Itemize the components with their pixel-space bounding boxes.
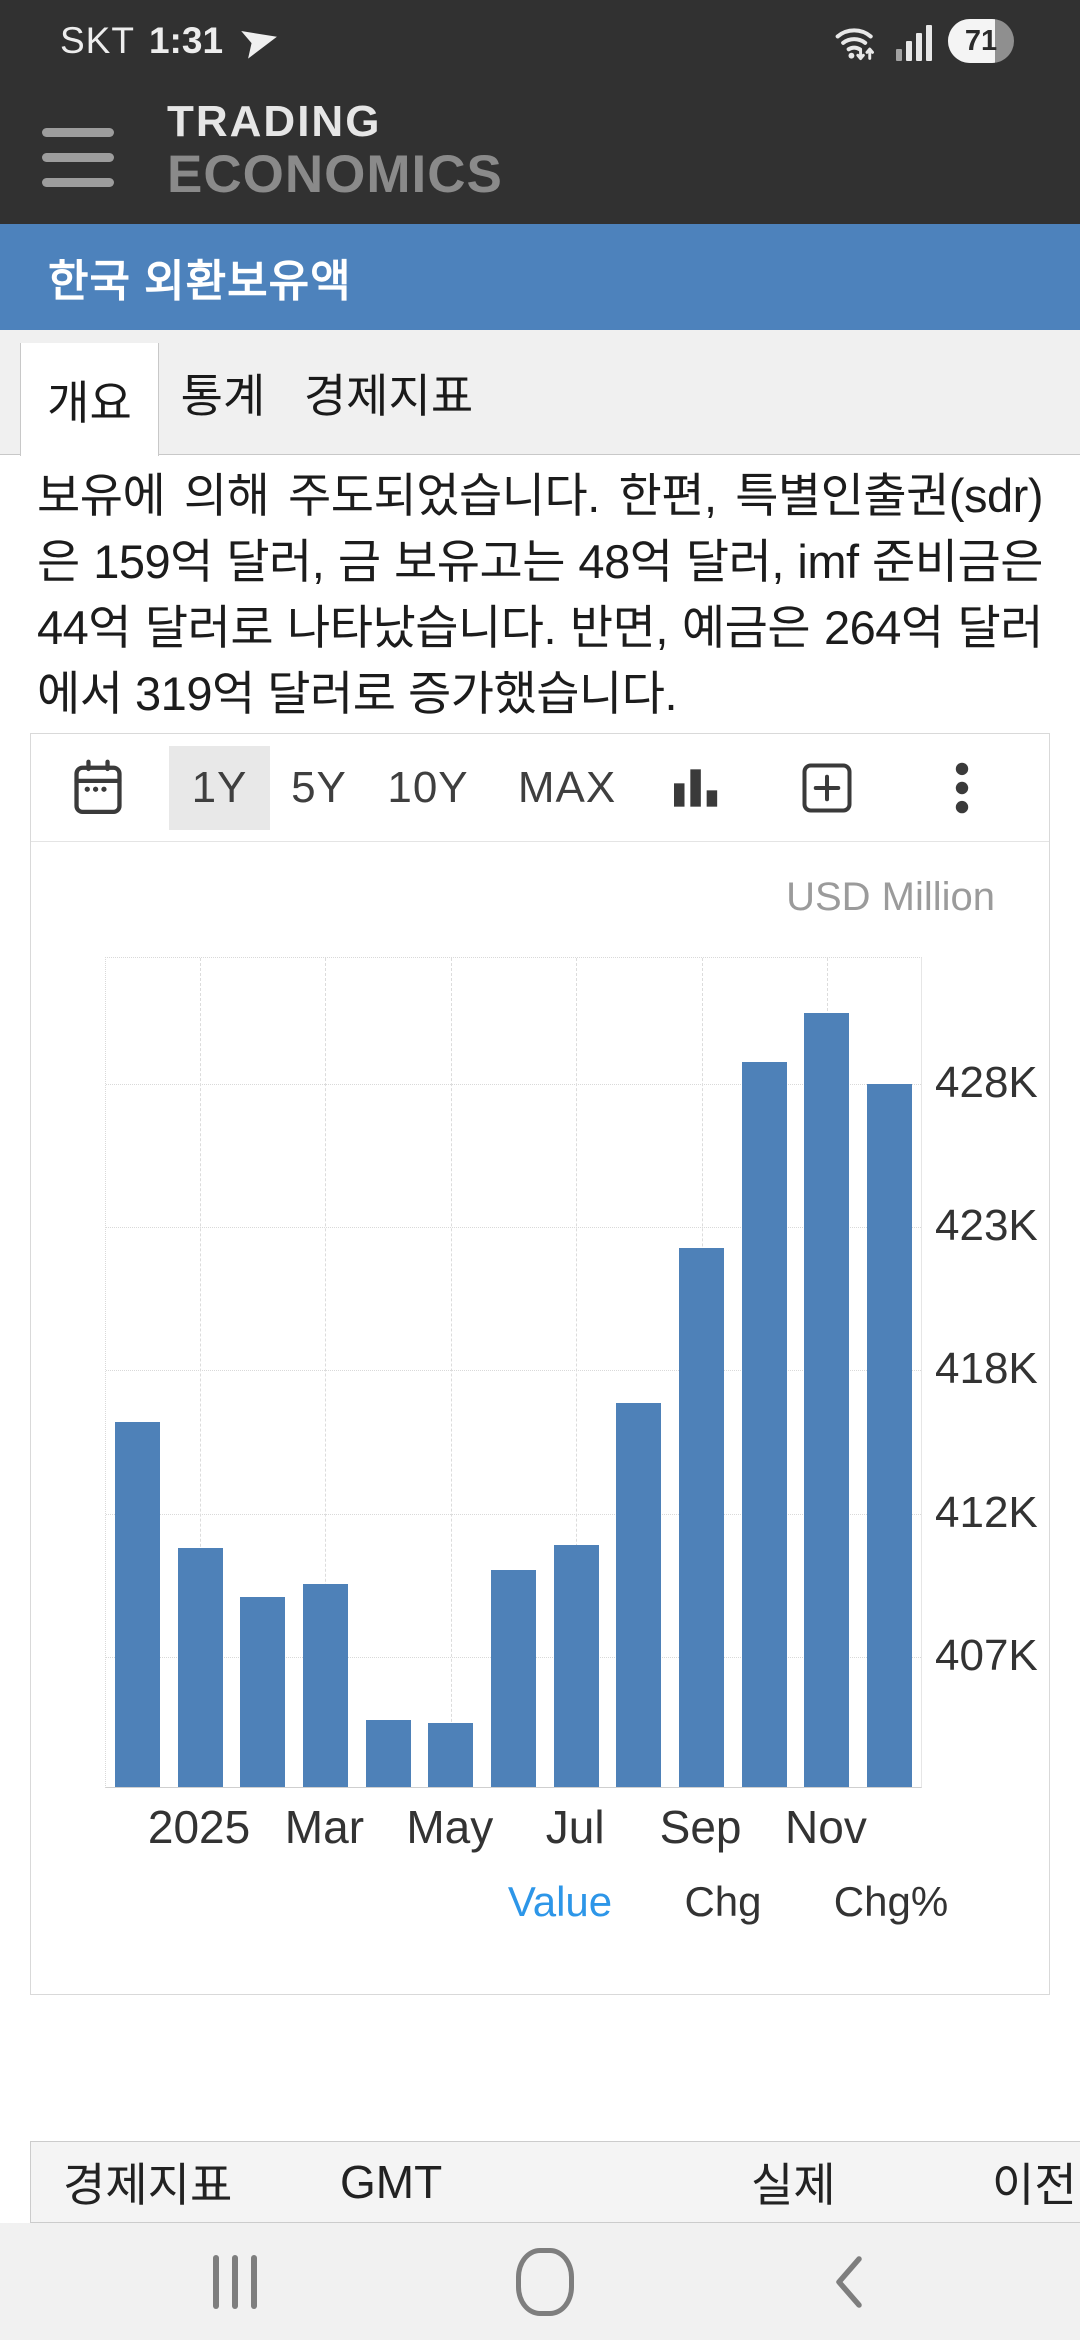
chart-bar-jun-2025[interactable] xyxy=(491,1569,536,1787)
chart-type-icon[interactable] xyxy=(667,734,723,841)
android-nav-bar xyxy=(0,2223,1080,2340)
logo-line1: TRADING xyxy=(167,97,382,146)
battery-indicator: 71 xyxy=(948,19,1014,63)
x-tick-label: May xyxy=(406,1801,494,1853)
range-button-max[interactable]: MAX xyxy=(517,763,617,812)
status-bar: SKT 1:31 71 xyxy=(0,0,1080,82)
home-icon xyxy=(516,2247,574,2316)
y-tick-label: 423K xyxy=(935,1201,1038,1251)
calendar-column-header: GMT xyxy=(340,2156,443,2208)
tab-stats[interactable]: 통계 xyxy=(180,369,266,422)
carrier-label: SKT xyxy=(60,20,135,61)
chart-bar-dec-2024[interactable] xyxy=(114,1422,160,1787)
chart-series-link-chgpct[interactable]: Chg% xyxy=(833,1878,949,1925)
y-gridline xyxy=(106,1227,921,1229)
signal-strength-icon xyxy=(896,21,932,61)
telegram-notification-icon xyxy=(241,31,277,59)
status-clock: 1:31 xyxy=(148,20,224,61)
range-button-1y[interactable]: 1Y xyxy=(169,746,270,830)
back-button[interactable] xyxy=(828,2223,868,2340)
x-gridline xyxy=(450,958,452,1787)
range-button-10y[interactable]: 10Y xyxy=(387,763,469,812)
chart-bar-sep-2025[interactable] xyxy=(679,1247,725,1787)
dark-header-background xyxy=(0,0,1080,224)
x-tick-label: Nov xyxy=(785,1801,867,1853)
economic-calendar-header: 경제지표 GMT 실제 이전 xyxy=(30,2141,1080,2223)
chart-bar-mar-2025[interactable] xyxy=(302,1583,348,1787)
app-header: TRADING ECONOMICS xyxy=(0,82,1080,224)
chart-series-link-value[interactable]: Value xyxy=(507,1878,613,1925)
page-title: 한국 외환보유액 xyxy=(48,257,352,306)
y-gridline xyxy=(106,1083,921,1085)
y-tick-label: 418K xyxy=(935,1344,1038,1394)
chart-bar-oct-2025[interactable] xyxy=(741,1061,787,1787)
x-tick-label: 2025 xyxy=(147,1801,251,1853)
tab-calendar[interactable]: 경제지표 xyxy=(303,369,474,422)
chart-area: USD Million 428K 423K 418K 412K 407K 2025 Mar M… xyxy=(31,842,1049,1993)
chart-bar-apr-2025[interactable] xyxy=(365,1720,411,1787)
trading-economics-logo[interactable]: TRADING ECONOMICS xyxy=(167,97,503,204)
chart-bar-nov-2025[interactable] xyxy=(804,1012,850,1787)
calendar-column-header: 이전 xyxy=(992,2159,1077,2211)
chart-series-link-chg[interactable]: Chg xyxy=(684,1878,762,1925)
chart-bar-may-2025[interactable] xyxy=(428,1722,474,1787)
chart-bar-dec-2025[interactable] xyxy=(867,1083,913,1787)
calendar-column-header: 경제지표 xyxy=(63,2159,233,2211)
more-options-icon[interactable] xyxy=(937,734,987,841)
x-gridline xyxy=(576,958,578,1787)
y-tick-label: 407K xyxy=(935,1631,1038,1681)
chart-unit-label: USD Million xyxy=(786,875,995,919)
article-text: 보유에 의해 주도되었습니다. 한편, 특별인출권(sdr)은 159억 달러,… xyxy=(37,469,1044,720)
recent-apps-button[interactable] xyxy=(213,2223,257,2340)
battery-percent: 71 xyxy=(964,24,998,57)
home-button[interactable] xyxy=(516,2223,574,2340)
logo-line2: ECONOMICS xyxy=(167,145,503,204)
chart-plot xyxy=(105,957,922,1788)
calendar-column-header: 실제 xyxy=(751,2159,836,2211)
tab-bar: 개요 통계 경제지표 xyxy=(0,330,1080,456)
y-gridline xyxy=(106,1513,921,1515)
chart-bar-jan-2025[interactable] xyxy=(177,1548,223,1787)
chart-card: 1Y 5Y 10Y MAX xyxy=(30,733,1050,1995)
x-tick-label: Jul xyxy=(545,1801,605,1853)
battery-fill xyxy=(948,19,995,63)
y-gridline xyxy=(106,1370,921,1372)
compare-add-icon[interactable] xyxy=(797,734,857,841)
chart-bar-jul-2025[interactable] xyxy=(553,1545,599,1787)
y-tick-label: 412K xyxy=(935,1487,1038,1537)
wifi-icon xyxy=(835,28,874,61)
range-button-5y[interactable]: 5Y xyxy=(291,763,347,812)
y-tick-label: 428K xyxy=(935,1057,1038,1107)
calendar-icon[interactable] xyxy=(69,734,127,841)
chart-bar-feb-2025[interactable] xyxy=(240,1597,286,1787)
menu-icon[interactable] xyxy=(42,128,114,187)
x-gridline xyxy=(200,958,202,1787)
x-gridline xyxy=(325,958,327,1787)
page-title-bar: 한국 외환보유액 xyxy=(0,224,1080,330)
chart-bar-aug-2025[interactable] xyxy=(616,1403,662,1787)
tab-overview[interactable]: 개요 xyxy=(20,343,159,456)
chart-toolbar: 1Y 5Y 10Y MAX xyxy=(31,734,1049,842)
x-tick-label: Sep xyxy=(659,1801,742,1853)
x-tick-label: Mar xyxy=(284,1801,365,1853)
